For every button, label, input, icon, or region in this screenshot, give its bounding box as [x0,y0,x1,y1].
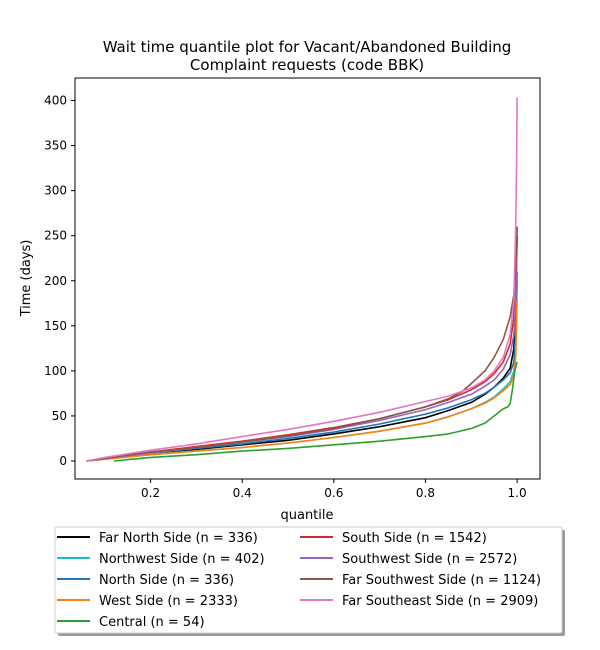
y-axis-label: Time (days) [19,240,34,318]
series-line-8 [86,97,518,462]
x-tick-label: 0.6 [324,486,343,500]
legend-label: Southwest Side (n = 2572) [342,552,517,567]
legend-label: North Side (n = 336) [99,573,234,588]
series-line-7 [86,226,518,462]
series-line-4 [113,361,518,462]
x-axis: 0.2 0.4 0.6 0.8 1.0 [141,479,527,500]
x-tick-label: 0.8 [416,486,435,500]
x-tick-label: 0.2 [141,486,160,500]
plot-frame [74,77,541,480]
chart-title-line2: Complaint requests (code BBK) [190,56,424,74]
legend-label: Far North Side (n = 336) [99,531,258,546]
y-tick-label: 150 [44,319,67,333]
y-tick-label: 200 [44,274,67,288]
legend-label: Northwest Side (n = 402) [99,552,265,567]
legend-label: South Side (n = 1542) [342,531,487,546]
y-tick-label: 0 [59,454,67,468]
legend: Far North Side (n = 336) Northwest Side (… [54,526,565,636]
legend-label: Far Southwest Side (n = 1124) [342,573,541,588]
plot-lines [86,97,518,462]
legend-label: West Side (n = 2333) [99,594,238,609]
x-tick-label: 0.4 [233,486,252,500]
y-tick-label: 100 [44,364,67,378]
chart-title-line1: Wait time quantile plot for Vacant/Aband… [103,38,512,56]
y-tick-label: 250 [44,229,67,243]
x-tick-label: 1.0 [508,486,527,500]
y-axis: 0 50 100 150 200 250 300 350 400 [44,94,75,468]
y-tick-label: 350 [44,139,67,153]
x-axis-label: quantile [280,508,333,523]
legend-label: Far Southeast Side (n = 2909) [342,594,538,609]
series-line-3 [86,298,518,462]
y-tick-label: 300 [44,184,67,198]
legend-label: Central (n = 54) [99,615,205,630]
y-tick-label: 50 [52,409,67,423]
y-tick-label: 400 [44,94,67,108]
